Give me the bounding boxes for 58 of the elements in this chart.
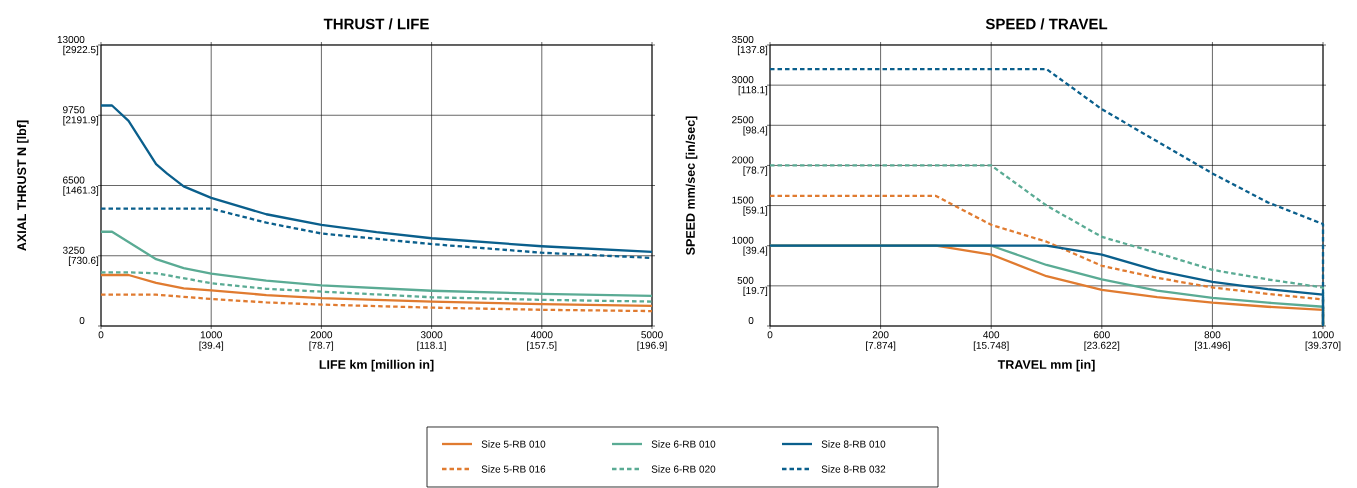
y2-tick-label: [39.4]	[743, 246, 768, 256]
y-tick-label: 500	[737, 276, 754, 284]
x2-tick-label: [15.748]	[973, 341, 1009, 351]
y-tick-label: 9750	[63, 106, 85, 114]
y2-tick-label: [19.7]	[743, 286, 768, 296]
y2-tick-label: [78.7]	[743, 166, 768, 176]
x2-tick-label: [118.1]	[417, 341, 446, 351]
x2-tick-label: [196.9]	[637, 341, 667, 351]
legend-label: Size 6-RB 020	[651, 465, 716, 473]
y-tick-label: 1500	[732, 196, 754, 204]
x-tick-label: 1000	[1312, 331, 1334, 339]
y-tick-label: 0	[748, 316, 754, 325]
y2-tick-label: [59.1]	[743, 206, 768, 216]
x2-tick-label: [78.7]	[309, 341, 334, 351]
x-tick-label: 0	[98, 331, 104, 339]
x2-tick-label: [39.4]	[199, 341, 224, 351]
x-tick-label: 600	[1093, 331, 1110, 339]
x-axis-title: LIFE km [million in]	[319, 359, 434, 372]
y2-tick-label: [2922.5]	[63, 45, 99, 56]
chart-title: SPEED / TRAVEL	[985, 18, 1108, 30]
x-tick-label: 4000	[530, 331, 553, 339]
legend-label: Size 5-RB 010	[481, 440, 546, 448]
legend-label: Size 8-RB 010	[821, 440, 886, 448]
y-tick-label: 2500	[732, 116, 754, 124]
x2-tick-label: [39.370]	[1305, 341, 1341, 351]
y-tick-label: 3500	[731, 35, 754, 44]
y2-tick-label: [118.1]	[738, 86, 768, 96]
legend-label: Size 6-RB 010	[651, 440, 716, 448]
legend-label: Size 8-RB 032	[821, 465, 886, 473]
x-tick-label: 5000	[641, 331, 663, 339]
x2-tick-label: [31.496]	[1195, 341, 1230, 351]
x2-tick-label: [7.874]	[866, 341, 896, 351]
y-tick-label: 0	[79, 316, 85, 325]
x-tick-label: 1000	[200, 331, 222, 339]
legend-label: Size 5-RB 016	[481, 465, 546, 473]
y-axis-title: AXIAL THRUST N [lbf]	[16, 120, 29, 251]
x-tick-label: 400	[983, 331, 1000, 339]
x-tick-label: 2000	[310, 331, 333, 339]
x-tick-label: 200	[872, 331, 889, 339]
x-tick-label: 3000	[420, 331, 443, 339]
x2-tick-label: [157.5]	[527, 341, 557, 351]
x2-tick-label: [23.622]	[1084, 341, 1120, 351]
chart-title: THRUST / LIFE	[323, 18, 429, 30]
y-tick-label: 3000	[731, 76, 754, 84]
y2-tick-label: [730.6]	[68, 256, 99, 266]
x-axis-title: TRAVEL mm [in]	[997, 359, 1095, 372]
y2-tick-label: [2191.9]	[63, 116, 99, 126]
y-axis-title: SPEED mm/sec [in/sec]	[685, 116, 698, 255]
y2-tick-label: [1461.3]	[63, 186, 99, 196]
y2-tick-label: [137.8]	[737, 45, 768, 56]
y-tick-label: 6500	[63, 176, 85, 184]
y2-tick-label: [98.4]	[743, 126, 768, 136]
y-tick-label: 3250	[62, 246, 85, 254]
x-tick-label: 0	[767, 331, 773, 339]
y-tick-label: 13000	[57, 35, 85, 44]
y-tick-label: 1000	[732, 236, 754, 244]
x-tick-label: 800	[1204, 331, 1221, 339]
y-tick-label: 2000	[732, 156, 754, 164]
